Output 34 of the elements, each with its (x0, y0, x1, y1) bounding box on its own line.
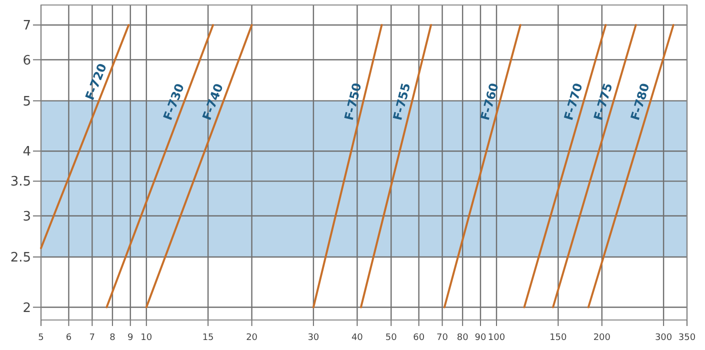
x-tick-label: 350 (678, 333, 696, 343)
y-tick-label: 3.5 (10, 174, 31, 190)
x-tick-label: 100 (488, 333, 506, 343)
x-tick-label: 8 (110, 333, 116, 343)
text: F-780 (628, 82, 652, 122)
x-tick-label: 30 (308, 333, 320, 343)
y-tick-label: 5 (22, 94, 31, 110)
text: F-755 (390, 82, 414, 122)
x-tick-label: 40 (351, 333, 364, 343)
x-tick-label: 7 (89, 333, 96, 343)
y-tick-label: 4 (22, 144, 31, 160)
x-tick-label: 10 (140, 333, 152, 343)
text: F-750 (342, 82, 364, 122)
x-tick-label: 70 (436, 333, 448, 343)
x-tick-label: 200 (593, 333, 611, 343)
x-tick-label: 20 (246, 333, 258, 343)
x-tick-label: 80 (456, 333, 469, 343)
x-tick-label: 9 (128, 333, 134, 343)
x-tick-label: 300 (654, 333, 672, 343)
x-tick-label: 90 (474, 333, 486, 343)
text: F-760 (478, 82, 502, 122)
x-tick-label: 5 (38, 333, 44, 343)
text: F-775 (591, 82, 616, 122)
x-tick-label: 6 (66, 333, 72, 343)
x-tick-label: 150 (550, 333, 568, 343)
y-tick-label: 6 (22, 53, 31, 68)
x-tick-label: 50 (385, 333, 398, 343)
x-tick-label: 15 (202, 333, 214, 343)
y-tick-label: 2.5 (10, 250, 31, 266)
y-tick-label: 2 (22, 300, 31, 316)
text: F-770 (561, 82, 586, 122)
x-tick-label: 60 (413, 333, 425, 343)
y-tick-label: 3 (22, 209, 31, 224)
y-tick-label: 7 (22, 18, 31, 34)
